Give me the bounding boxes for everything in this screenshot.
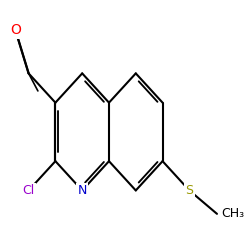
Text: CH₃: CH₃ — [222, 207, 245, 220]
Text: N: N — [78, 184, 87, 197]
Text: Cl: Cl — [22, 184, 35, 197]
Text: S: S — [185, 184, 193, 197]
Text: O: O — [10, 23, 21, 37]
